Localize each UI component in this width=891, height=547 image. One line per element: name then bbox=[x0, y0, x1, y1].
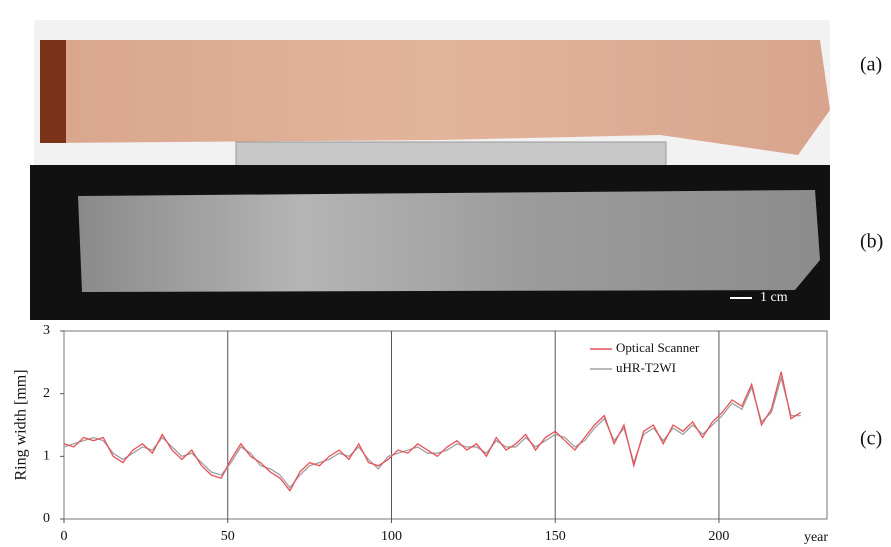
legend-label: Optical Scanner bbox=[616, 340, 700, 355]
y-axis-label: Ring width [mm] bbox=[13, 369, 30, 480]
panel-label: (a) bbox=[860, 54, 882, 76]
panel-label: (c) bbox=[860, 428, 882, 450]
y-tick-label: 2 bbox=[43, 386, 50, 401]
x-tick-label: 50 bbox=[221, 529, 235, 544]
x-axis-label: year bbox=[804, 530, 828, 545]
ruler bbox=[236, 142, 666, 166]
y-tick-label: 0 bbox=[43, 511, 50, 526]
series-line bbox=[64, 372, 801, 491]
x-tick-label: 200 bbox=[708, 529, 729, 544]
bark bbox=[40, 40, 66, 143]
figure: 1 cm (a) (b) (c) Ring width [mm] year 0 1… bbox=[0, 0, 891, 547]
y-tick-label: 1 bbox=[43, 449, 50, 464]
y-tick-label: 3 bbox=[43, 323, 50, 338]
wood-sample bbox=[44, 40, 830, 155]
panel-label: (b) bbox=[860, 231, 883, 253]
legend-label: uHR-T2WI bbox=[616, 360, 676, 375]
x-tick-label: 150 bbox=[545, 529, 566, 544]
x-tick-label: 100 bbox=[381, 529, 402, 544]
mri-sample bbox=[78, 190, 820, 292]
x-tick-label: 0 bbox=[61, 529, 68, 544]
scale-bar-label: 1 cm bbox=[760, 290, 788, 305]
series-line bbox=[64, 378, 801, 488]
